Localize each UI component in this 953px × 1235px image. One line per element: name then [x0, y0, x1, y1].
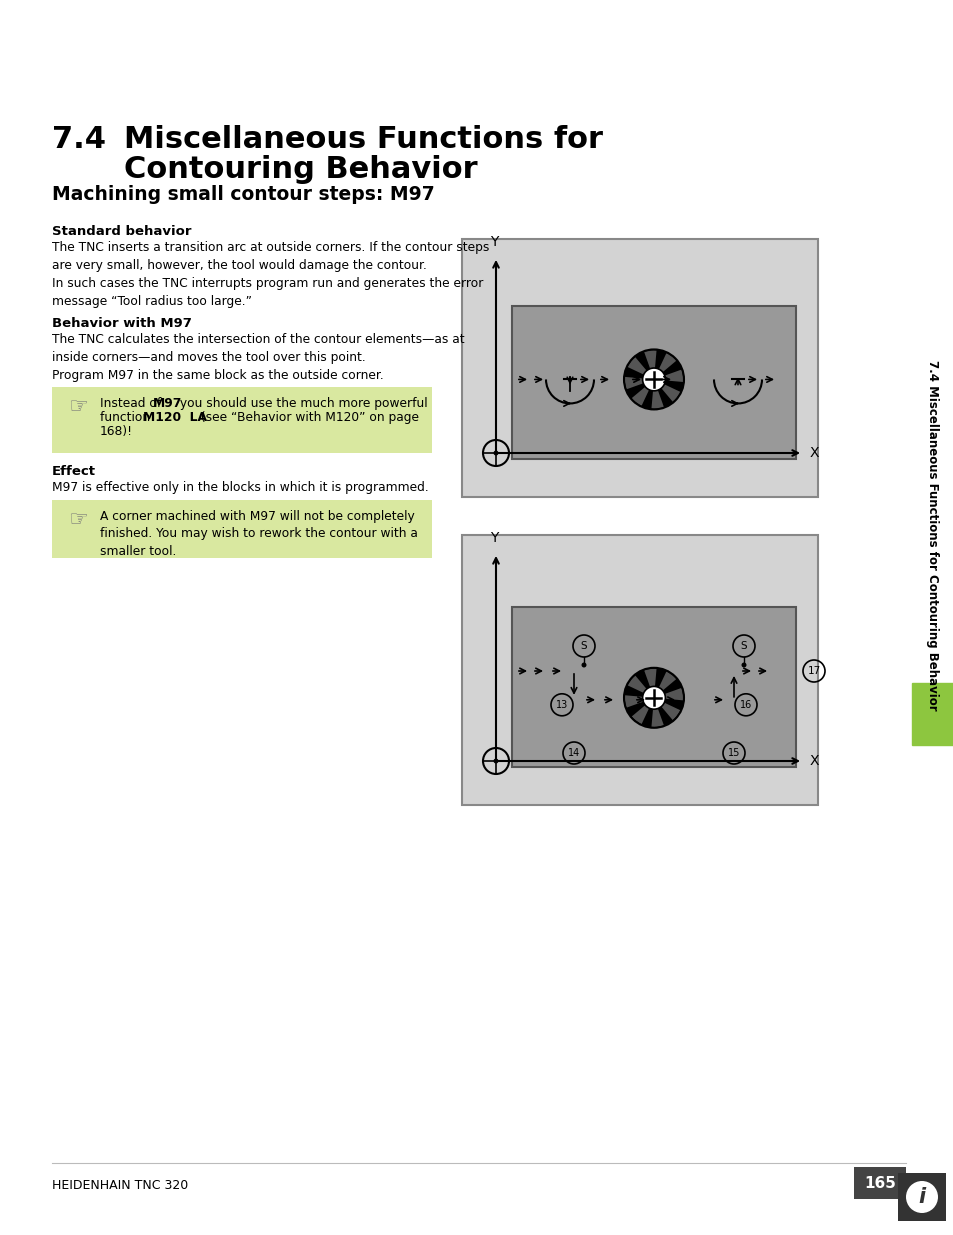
Text: Standard behavior: Standard behavior: [52, 225, 192, 238]
Text: function: function: [100, 411, 153, 424]
Text: M97 is effective only in the blocks in which it is programmed.: M97 is effective only in the blocks in w…: [52, 480, 428, 494]
Text: A corner machined with M97 will not be completely
finished. You may wish to rewo: A corner machined with M97 will not be c…: [100, 510, 417, 558]
Bar: [512, 306, 795, 459]
Text: X: X: [809, 755, 819, 768]
Wedge shape: [624, 695, 654, 708]
Text: i: i: [918, 1187, 924, 1207]
Text: Program M97 in the same block as the outside corner.: Program M97 in the same block as the out…: [52, 369, 383, 382]
Bar: [911, 683, 953, 745]
Wedge shape: [654, 688, 682, 700]
Bar: [52, 387, 432, 453]
Circle shape: [642, 687, 664, 709]
Wedge shape: [627, 357, 654, 379]
Bar: [512, 606, 795, 767]
Circle shape: [905, 1181, 937, 1213]
Text: Contouring Behavior: Contouring Behavior: [124, 156, 477, 184]
Text: 17: 17: [806, 666, 820, 676]
Text: Y: Y: [489, 235, 497, 249]
Text: S: S: [740, 641, 746, 651]
Text: X: X: [809, 446, 819, 459]
Circle shape: [623, 668, 683, 727]
Text: ☞: ☞: [68, 396, 88, 417]
Wedge shape: [654, 379, 679, 401]
Text: Miscellaneous Functions for: Miscellaneous Functions for: [124, 125, 602, 154]
Circle shape: [493, 451, 498, 456]
Text: Behavior with M97: Behavior with M97: [52, 317, 192, 330]
Text: you should use the much more powerful: you should use the much more powerful: [175, 396, 427, 410]
Text: 168)!: 168)!: [100, 425, 132, 438]
Text: HEIDENHAIN TNC 320: HEIDENHAIN TNC 320: [52, 1179, 188, 1192]
Circle shape: [581, 662, 586, 667]
Text: 13: 13: [556, 700, 568, 710]
Text: M120  LA: M120 LA: [143, 411, 207, 424]
Text: 15: 15: [727, 748, 740, 758]
Wedge shape: [627, 676, 654, 698]
Bar: [461, 535, 817, 805]
Wedge shape: [643, 668, 656, 698]
Bar: [853, 1167, 905, 1199]
Wedge shape: [643, 351, 656, 379]
Wedge shape: [654, 369, 682, 382]
Text: Y: Y: [489, 531, 497, 545]
Text: 16: 16: [740, 700, 751, 710]
Bar: [897, 1173, 945, 1221]
Wedge shape: [631, 698, 654, 724]
Wedge shape: [651, 379, 663, 409]
Wedge shape: [654, 698, 679, 720]
Wedge shape: [654, 672, 676, 698]
Text: ☞: ☞: [68, 510, 88, 530]
Wedge shape: [624, 377, 654, 389]
Text: M97: M97: [152, 396, 182, 410]
Circle shape: [642, 368, 664, 390]
Text: 7.4 Miscellaneous Functions for Contouring Behavior: 7.4 Miscellaneous Functions for Contouri…: [925, 359, 939, 710]
Text: Machining small contour steps: M97: Machining small contour steps: M97: [52, 185, 435, 204]
Text: 165: 165: [863, 1176, 895, 1191]
Text: 7.4: 7.4: [52, 125, 106, 154]
Text: The TNC inserts a transition arc at outside corners. If the contour steps
are ve: The TNC inserts a transition arc at outs…: [52, 241, 489, 272]
Circle shape: [623, 350, 683, 410]
Text: Instead of: Instead of: [100, 396, 165, 410]
Text: (see “Behavior with M120” on page: (see “Behavior with M120” on page: [196, 411, 418, 424]
Wedge shape: [631, 379, 654, 406]
Bar: [461, 240, 817, 496]
Text: The TNC calculates the intersection of the contour elements—as at
inside corners: The TNC calculates the intersection of t…: [52, 333, 464, 363]
Text: In such cases the TNC interrupts program run and generates the error
message “To: In such cases the TNC interrupts program…: [52, 277, 483, 308]
Text: S: S: [580, 641, 587, 651]
Wedge shape: [654, 353, 676, 379]
Wedge shape: [651, 698, 663, 727]
Bar: [52, 500, 432, 558]
Circle shape: [740, 662, 745, 667]
Text: Effect: Effect: [52, 466, 96, 478]
Circle shape: [493, 758, 498, 763]
Text: 14: 14: [567, 748, 579, 758]
